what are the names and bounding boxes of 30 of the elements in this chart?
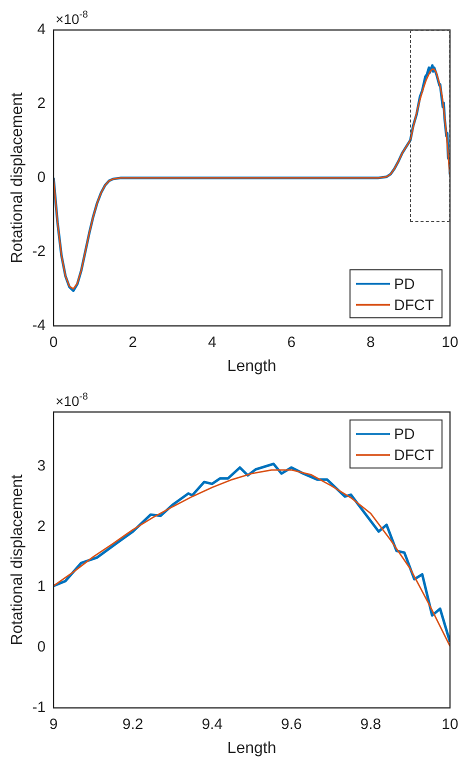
x-tick-label: 0 [49, 334, 58, 351]
y-tick-label: 3 [37, 457, 46, 474]
x-tick-label: 4 [208, 334, 216, 351]
x-tick-label: 2 [128, 334, 137, 351]
x-axis-title: Length [227, 740, 276, 757]
x-tick-label: 9.4 [202, 716, 223, 733]
x-tick-label: 9.8 [360, 716, 382, 733]
legend-label: DFCT [394, 296, 434, 314]
y-tick-label: -4 [32, 316, 46, 334]
y-tick-label: 0 [37, 169, 46, 186]
y-tick-label: 2 [37, 95, 46, 112]
y-tick-label: -2 [32, 242, 46, 260]
y-tick-label: 1 [37, 578, 46, 596]
x-tick-label: 6 [287, 334, 296, 351]
x-tick-label: 8 [366, 334, 375, 351]
x-tick-label: 10 [442, 334, 458, 351]
x-tick-label: 9.2 [122, 716, 144, 733]
x-tick-label: 10 [442, 716, 458, 733]
y-tick-label: 0 [37, 638, 46, 656]
y-tick-label: 4 [37, 21, 46, 38]
x-tick-label: 9 [49, 716, 58, 733]
legend-label: PD [394, 276, 416, 293]
y-axis-title: Rotational displacement [9, 92, 26, 264]
legend-label: DFCT [394, 447, 434, 464]
legend-label: PD [394, 426, 416, 444]
x-tick-label: 9.6 [280, 716, 302, 733]
x-axis-title: Length [227, 358, 276, 375]
y-tick-label: 2 [37, 518, 46, 535]
y-axis-title: Rotational displacement [9, 474, 26, 646]
y-tick-label: -1 [32, 698, 46, 716]
